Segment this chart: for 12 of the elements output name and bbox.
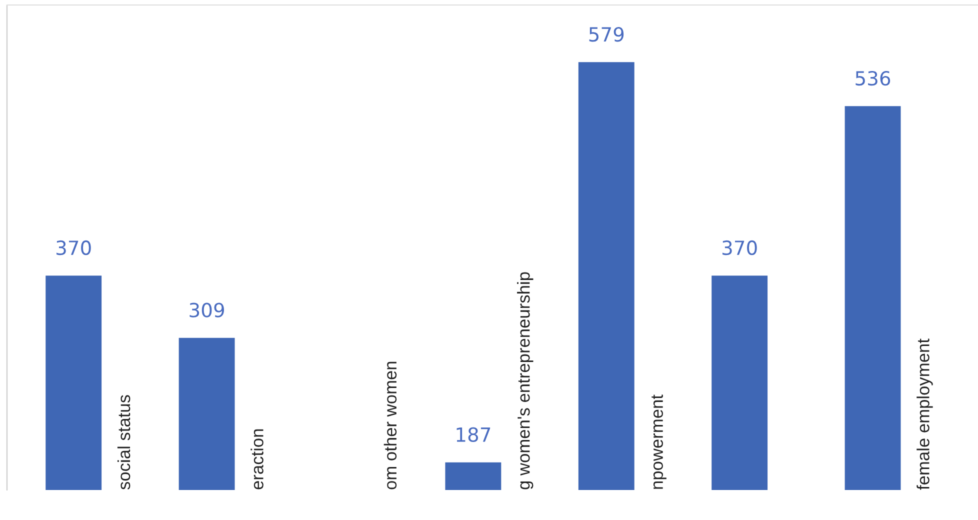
x-tick-label: npowerment [652, 394, 666, 489]
data-label: 370 [722, 240, 757, 256]
data-label: 370 [56, 240, 91, 256]
x-tick-label: eraction [250, 429, 264, 490]
x-tick-label: social status [117, 395, 130, 490]
data-label: 536 [856, 70, 890, 86]
x-tick-label: om other women [384, 362, 397, 490]
x-tick-label: female employment [916, 338, 933, 490]
data-label: 309 [190, 302, 224, 318]
data-label: 579 [589, 27, 624, 42]
data-label: 187 [456, 427, 490, 442]
x-tick-label: g women's entrepreneurship [517, 272, 534, 490]
